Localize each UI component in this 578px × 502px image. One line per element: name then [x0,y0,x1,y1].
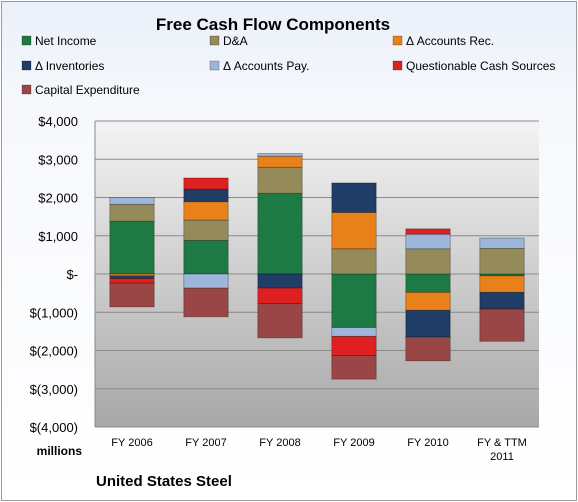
bar-capital-expenditure-fy-2010 [405,336,451,362]
bar-accounts-pay-fy-2009 [331,327,377,337]
legend-swatch [21,84,32,95]
bar-questionable-cash-sources-fy-2006 [109,278,155,284]
legend-label: Δ Accounts Pay. [223,59,310,73]
legend-item-capital-expenditure: Capital Expenditure [21,83,140,97]
legend-item-questionable-cash-sources: Questionable Cash Sources [392,59,555,73]
y-tick-label: $(4,000) [30,420,78,435]
bar-capital-expenditure-fy-ttm-2011 [479,308,525,342]
legend-item-accounts-pay: Δ Accounts Pay. [209,59,310,73]
bar-accounts-rec-fy-2009 [331,212,377,250]
bar-accounts-pay-fy-2010 [405,233,451,250]
y-tick-label: $(2,000) [30,344,78,359]
bar-d-a-fy-2006 [109,203,155,222]
bar-net-income-fy-2007 [183,239,229,275]
company-name: United States Steel [96,473,232,490]
y-tick-label: $4,000 [38,114,78,129]
bar-accounts-rec-fy-2008 [257,155,303,168]
x-tick-label: FY & TTM 2011 [477,437,527,463]
legend-swatch [21,35,32,46]
legend-label: Net Income [35,34,97,48]
bar-questionable-cash-sources-fy-2007 [183,177,229,190]
bar-net-income-fy-2006 [109,220,155,275]
legend-label: Δ Inventories [35,59,104,73]
unit-label: millions [37,444,83,458]
y-tick-label: $(1,000) [30,305,78,320]
y-axis: $4,000 $3,000 $2,000 $1,000 $- $(1,000) $(2,00… [30,114,96,435]
bar-d-a-fy-2009 [331,248,377,275]
bar-d-a-fy-2008 [257,166,303,194]
legend-swatch [392,60,403,71]
legend-item-accounts-rec: Δ Accounts Rec. [392,34,494,48]
bar-accounts-pay-fy-2007 [183,273,229,289]
bar-d-a-fy-2010 [405,248,451,275]
bar-accounts-rec-fy-ttm-2011 [479,275,525,293]
x-axis: FY 2006 FY 2007 FY 2008 FY 2009 FY 2010 FY & … [111,437,527,463]
chart-title: Free Cash Flow Components [156,15,390,34]
legend-swatch [209,35,220,46]
x-tick-label: FY 2010 [407,437,448,449]
bar-inventories-fy-2007 [183,188,229,203]
x-tick-label: FY 2007 [185,437,226,449]
y-tick-label: $2,000 [38,191,78,206]
bar-inventories-fy-2006 [109,275,155,279]
y-tick-label: $1,000 [38,229,78,244]
y-tick-label: $3,000 [38,152,78,167]
bar-inventories-fy-ttm-2011 [479,291,525,310]
bar-accounts-rec-fy-2010 [405,291,451,311]
bar-d-a-fy-2007 [183,219,229,241]
bar-questionable-cash-sources-fy-2008 [257,287,303,304]
legend-item-d-a: D&A [209,34,248,48]
legend: Net Income D&A Δ Accounts Rec. Δ Inventorie… [21,34,555,97]
legend-swatch [209,60,220,71]
x-tick-label: FY 2009 [333,437,374,449]
bar-questionable-cash-sources-fy-2010 [405,228,451,235]
y-tick-label: $(3,000) [30,382,78,397]
bar-net-income-fy-2008 [257,192,303,275]
x-tick-label: FY 2008 [259,437,300,449]
bar-accounts-pay-fy-2008 [257,153,303,157]
bar-accounts-pay-fy-2006 [109,197,155,205]
bar-inventories-fy-2009 [331,182,377,213]
y-tick-label: $- [66,267,78,282]
legend-swatch [21,60,32,71]
gridlines [95,120,539,428]
bar-inventories-fy-2010 [405,309,451,338]
bar-net-income-fy-2009 [331,273,377,328]
bar-questionable-cash-sources-fy-2009 [331,335,377,356]
bar-d-a-fy-ttm-2011 [479,247,525,275]
legend-swatch [392,35,403,46]
bar-capital-expenditure-fy-2006 [109,282,155,308]
x-tick-label: FY 2006 [111,437,152,449]
legend-item-inventories: Δ Inventories [21,59,104,73]
bar-accounts-rec-fy-2007 [183,201,229,221]
legend-label: D&A [223,34,248,48]
legend-label: Questionable Cash Sources [406,59,555,73]
bar-capital-expenditure-fy-2007 [183,287,229,318]
bar-capital-expenditure-fy-2008 [257,303,303,339]
bars [109,153,525,380]
legend-label: Capital Expenditure [35,83,140,97]
bar-accounts-pay-fy-ttm-2011 [479,237,525,249]
bar-net-income-fy-2010 [405,273,451,293]
bar-capital-expenditure-fy-2009 [331,355,377,380]
bar-inventories-fy-2008 [257,273,303,289]
legend-label: Δ Accounts Rec. [406,34,494,48]
legend-item-net-income: Net Income [21,34,97,48]
